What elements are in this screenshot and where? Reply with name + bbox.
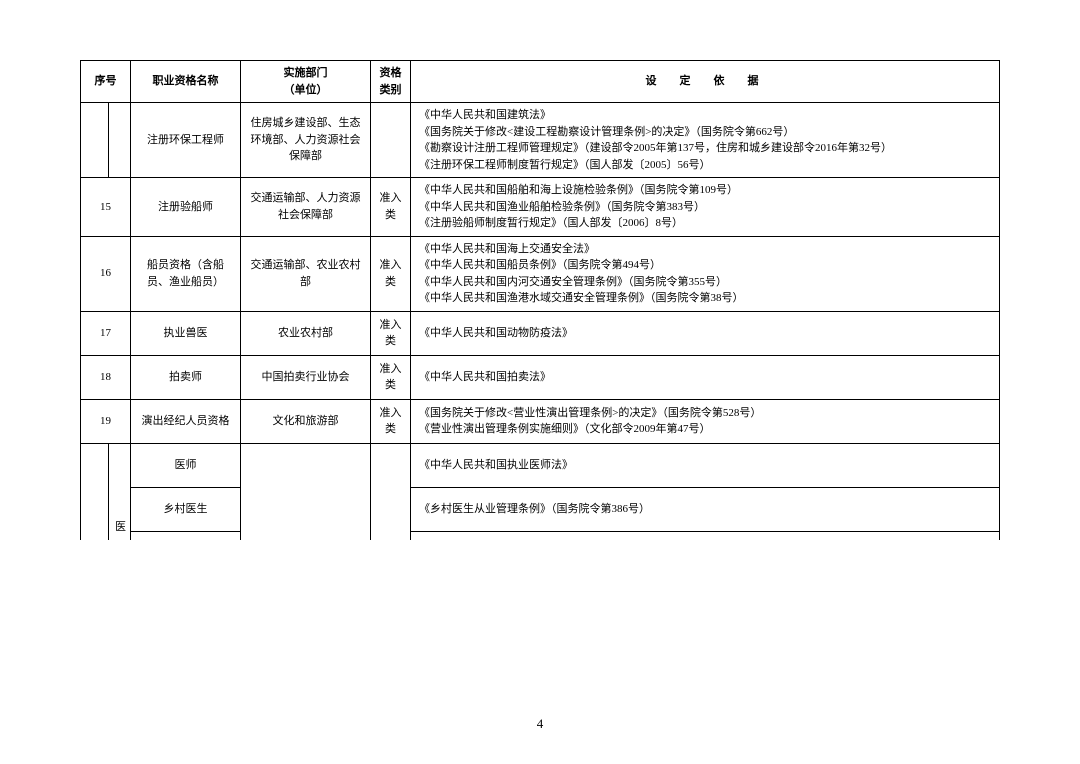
- cell-basis: 《国务院关于修改<营业性演出管理条例>的决定》（国务院令第528号） 《营业性演…: [411, 399, 1000, 443]
- cell-basis: 《中华人民共和国拍卖法》: [411, 355, 1000, 399]
- table-row: 注册环保工程师 住房城乡建设部、生态环境部、人力资源社会保障部 《中华人民共和国…: [81, 103, 1000, 178]
- table-row: 19 演出经纪人员资格 文化和旅游部 准入类 《国务院关于修改<营业性演出管理条…: [81, 399, 1000, 443]
- cell-seq: 16: [81, 236, 131, 311]
- cell-seq: [81, 103, 109, 178]
- cell-cat: 准入类: [371, 311, 411, 355]
- cell-cat: [371, 443, 411, 540]
- table-row-cut: [81, 531, 1000, 540]
- cell-basis: 《中华人民共和国建筑法》 《国务院关于修改<建设工程勘察设计管理条例>的决定》（…: [411, 103, 1000, 178]
- cell-seq: 17: [81, 311, 131, 355]
- cell-basis: 《中华人民共和国动物防疫法》: [411, 311, 1000, 355]
- table-header-row: 序号 职业资格名称 实施部门 （单位） 资格 类别 设 定 依 据: [81, 61, 1000, 103]
- cell-seq: 15: [81, 178, 131, 237]
- cell-dept: 文化和旅游部: [241, 399, 371, 443]
- cell-cat: 准入类: [371, 236, 411, 311]
- header-seq: 序号: [81, 61, 131, 103]
- cell-basis: 《乡村医生从业管理条例》（国务院令第386号）: [411, 487, 1000, 531]
- cell-seq: 18: [81, 355, 131, 399]
- table-row: 医 医师 《中华人民共和国执业医师法》: [81, 443, 1000, 487]
- cell-name: 医师: [131, 443, 241, 487]
- header-dept: 实施部门 （单位）: [241, 61, 371, 103]
- cell-name: 演出经纪人员资格: [131, 399, 241, 443]
- table-row: 16 船员资格（含船员、渔业船员） 交通运输部、农业农村部 准入类 《中华人民共…: [81, 236, 1000, 311]
- cell-cat: [371, 103, 411, 178]
- cell-dept: 住房城乡建设部、生态环境部、人力资源社会保障部: [241, 103, 371, 178]
- cell-basis: [411, 531, 1000, 540]
- table-row: 15 注册验船师 交通运输部、人力资源社会保障部 准入类 《中华人民共和国船舶和…: [81, 178, 1000, 237]
- cell-dept: 交通运输部、农业农村部: [241, 236, 371, 311]
- cell-name: 乡村医生: [131, 487, 241, 531]
- cell-dept: 中国拍卖行业协会: [241, 355, 371, 399]
- page-number: 4: [0, 716, 1080, 732]
- cell-basis: 《中华人民共和国船舶和海上设施检验条例》（国务院令第109号） 《中华人民共和国…: [411, 178, 1000, 237]
- cell-seq: [81, 443, 109, 540]
- table-row: 乡村医生 《乡村医生从业管理条例》（国务院令第386号）: [81, 487, 1000, 531]
- document-page: 序号 职业资格名称 实施部门 （单位） 资格 类别 设 定 依 据 注册环保工程…: [0, 0, 1080, 764]
- cell-dept: 农业农村部: [241, 311, 371, 355]
- cell-name: 船员资格（含船员、渔业船员）: [131, 236, 241, 311]
- header-basis: 设 定 依 据: [411, 61, 1000, 103]
- cell-sub: [109, 103, 131, 178]
- cell-dept: 交通运输部、人力资源社会保障部: [241, 178, 371, 237]
- cell-cat: 准入类: [371, 178, 411, 237]
- cell-name: 注册验船师: [131, 178, 241, 237]
- cell-cat: 准入类: [371, 399, 411, 443]
- cell-basis: 《中华人民共和国海上交通安全法》 《中华人民共和国船员条例》（国务院令第494号…: [411, 236, 1000, 311]
- cell-name: 执业兽医: [131, 311, 241, 355]
- qualifications-table: 序号 职业资格名称 实施部门 （单位） 资格 类别 设 定 依 据 注册环保工程…: [80, 60, 1000, 540]
- cell-name: 注册环保工程师: [131, 103, 241, 178]
- cell-cat: 准入类: [371, 355, 411, 399]
- cell-group-label: 医: [109, 443, 131, 540]
- table-row: 18 拍卖师 中国拍卖行业协会 准入类 《中华人民共和国拍卖法》: [81, 355, 1000, 399]
- cell-name: [131, 531, 241, 540]
- cell-dept: [241, 443, 371, 540]
- cell-basis: 《中华人民共和国执业医师法》: [411, 443, 1000, 487]
- cell-name: 拍卖师: [131, 355, 241, 399]
- table-body: 注册环保工程师 住房城乡建设部、生态环境部、人力资源社会保障部 《中华人民共和国…: [81, 103, 1000, 540]
- header-name: 职业资格名称: [131, 61, 241, 103]
- header-cat: 资格 类别: [371, 61, 411, 103]
- table-row: 17 执业兽医 农业农村部 准入类 《中华人民共和国动物防疫法》: [81, 311, 1000, 355]
- cell-seq: 19: [81, 399, 131, 443]
